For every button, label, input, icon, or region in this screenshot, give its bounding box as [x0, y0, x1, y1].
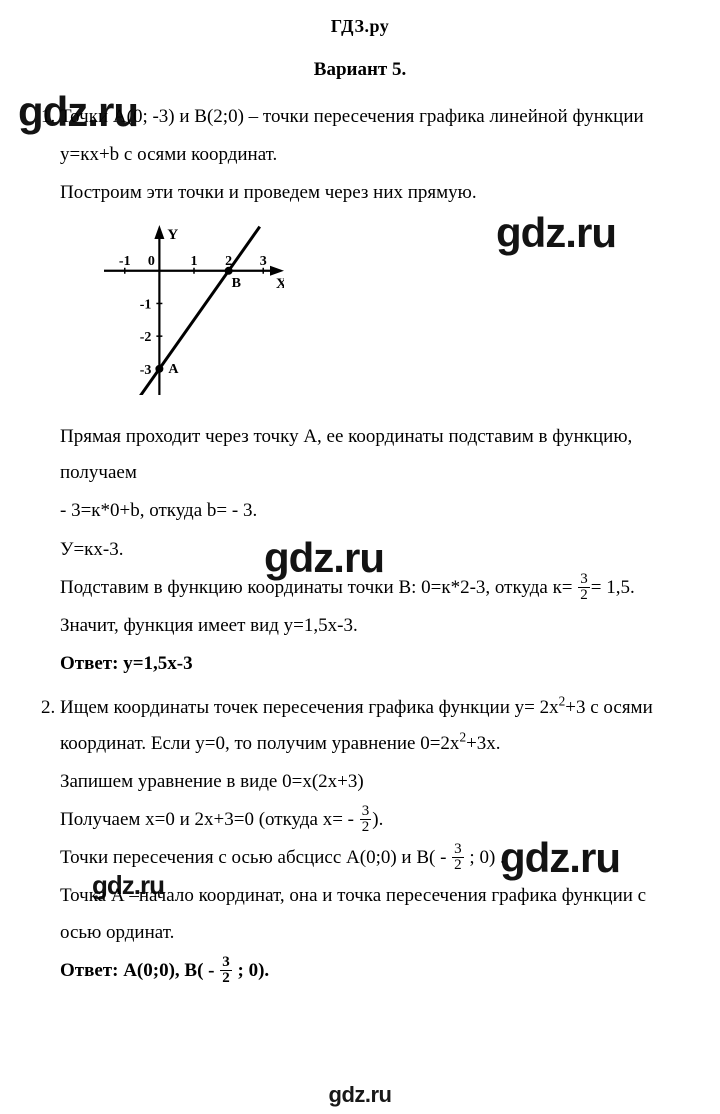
- variant-title: Вариант 5.: [0, 59, 720, 81]
- task-line: У=кх-3.: [60, 532, 686, 568]
- task-line: Подставим в функцию координаты точки В: …: [60, 570, 686, 606]
- page-header: ГДЗ.ру: [0, 0, 720, 37]
- task-answer: Ответ: у=1,5х-3: [60, 646, 686, 682]
- svg-text:X: X: [276, 276, 284, 292]
- svg-text:1: 1: [191, 254, 198, 269]
- svg-text:0: 0: [148, 254, 155, 269]
- task-line: Запишем уравнение в виде 0=х(2х+3): [60, 764, 686, 800]
- task-line: Значит, функция имеет вид у=1,5х-3.: [60, 608, 686, 644]
- task-answer: Ответ: А(0;0), В( - 32 ; 0).: [60, 953, 686, 989]
- svg-text:A: A: [168, 362, 179, 377]
- svg-text:Y: Y: [167, 227, 178, 243]
- svg-text:B: B: [232, 276, 241, 291]
- task-line: у=кх+b с осями координат.: [60, 137, 686, 173]
- svg-text:3: 3: [260, 254, 267, 269]
- task-line: Прямая проходит через точку А, ее коорди…: [60, 419, 686, 491]
- task-item: Ищем координаты точек пересечения график…: [60, 690, 686, 989]
- svg-text:-1: -1: [140, 298, 152, 313]
- task-line: Точки А(0; -3) и В(2;0) – точки пересече…: [60, 99, 686, 135]
- task-line: Ищем координаты точек пересечения график…: [60, 690, 686, 762]
- chart: -10123-3-2-1XYAB: [104, 225, 686, 401]
- task-line: Точка А –начало координат, она и точка п…: [60, 878, 686, 950]
- task-line: Получаем х=0 и 2х+3=0 (откуда х= - 32).: [60, 802, 686, 838]
- task-item: Точки А(0; -3) и В(2;0) – точки пересече…: [60, 99, 686, 682]
- task-list: Точки А(0; -3) и В(2;0) – точки пересече…: [34, 99, 686, 989]
- svg-text:-1: -1: [119, 254, 131, 269]
- task-line: Точки пересечения с осью абсцисс А(0;0) …: [60, 840, 686, 876]
- footer-watermark: gdz.ru: [0, 1082, 720, 1108]
- svg-text:-2: -2: [140, 330, 152, 345]
- task-line: - 3=к*0+b, откуда b= - 3.: [60, 493, 686, 529]
- chart-svg: -10123-3-2-1XYAB: [104, 225, 284, 395]
- task-line: Построим эти точки и проведем через них …: [60, 175, 686, 211]
- svg-text:-3: -3: [140, 363, 152, 378]
- content: Точки А(0; -3) и В(2;0) – точки пересече…: [0, 99, 720, 989]
